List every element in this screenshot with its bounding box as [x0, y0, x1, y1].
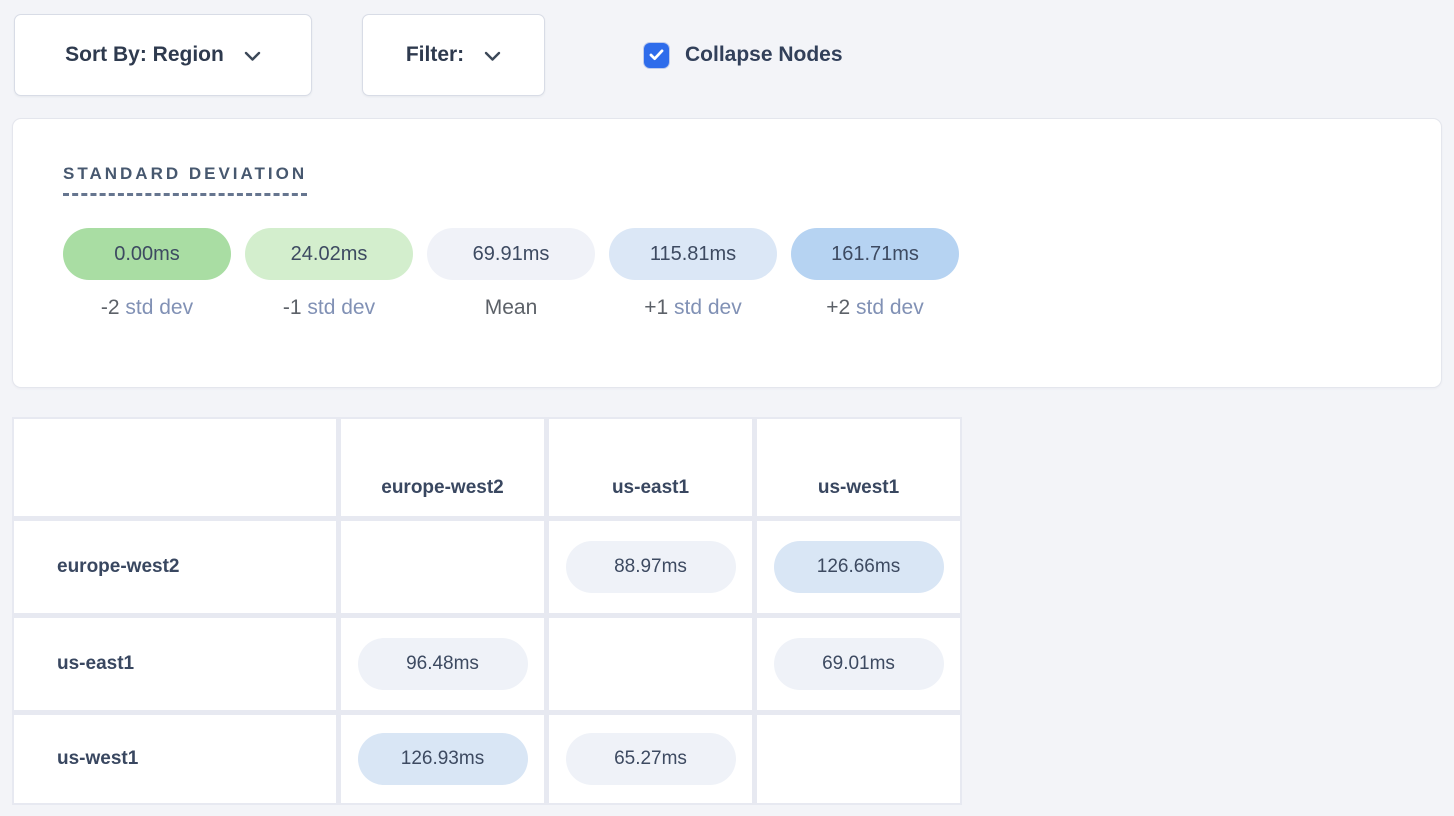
latency-matrix: europe-west2 us-east1 us-west1 europe-west2… [12, 417, 962, 805]
row-header: us-east1 [14, 618, 336, 710]
legend-pill: 0.00ms [63, 228, 231, 280]
matrix-corner-cell [14, 419, 336, 516]
matrix-cell: 65.27ms [549, 715, 752, 803]
matrix-cell [757, 715, 960, 803]
matrix-cell: 69.01ms [757, 618, 960, 710]
matrix-cell: 126.66ms [757, 521, 960, 613]
matrix-cell: 126.93ms [341, 715, 544, 803]
legend-label-prefix: Mean [484, 296, 538, 319]
legend-pill: 24.02ms [245, 228, 413, 280]
row-header: us-west1 [14, 715, 336, 803]
legend-label-row: -2 std dev -1 std dev Mean +1 std dev +2 std… [63, 296, 1441, 320]
matrix-cell [341, 521, 544, 613]
legend-pill-label: +2 std dev [791, 296, 959, 320]
legend-pill: 161.71ms [791, 228, 959, 280]
legend-label-prefix: -1 [282, 296, 302, 319]
latency-value-pill: 126.93ms [357, 733, 528, 785]
matrix-cell [549, 618, 752, 710]
legend-label-prefix: +1 [644, 296, 669, 319]
sort-by-label: Sort By: Region [65, 43, 224, 66]
legend-label-suffix: std dev [307, 296, 376, 319]
legend-label-prefix: +2 [826, 296, 851, 319]
latency-value-pill: 65.27ms [565, 733, 736, 785]
collapse-nodes-label: Collapse Nodes [685, 43, 843, 66]
matrix-cell: 96.48ms [341, 618, 544, 710]
standard-deviation-card: STANDARD DEVIATION 0.00ms 24.02ms 69.91ms 1… [12, 118, 1442, 388]
latency-value-pill: 88.97ms [565, 541, 736, 593]
legend-label-prefix: -2 [100, 296, 120, 319]
chevron-down-icon [244, 51, 261, 62]
latency-value-pill: 96.48ms [357, 638, 528, 690]
legend-pill: 115.81ms [609, 228, 777, 280]
legend-pill-label: +1 std dev [609, 296, 777, 320]
latency-value-pill: 126.66ms [773, 541, 944, 593]
filter-label: Filter: [405, 43, 465, 66]
legend-label-suffix: std dev [125, 296, 194, 319]
legend-pill-label: Mean [427, 296, 595, 320]
latency-value-pill: 69.01ms [773, 638, 944, 690]
chevron-down-icon [484, 51, 501, 62]
toolbar: Sort By: Region Filter: Collapse Nodes [0, 0, 1454, 96]
legend-pill-label: -2 std dev [63, 296, 231, 320]
legend-label-suffix: std dev [674, 296, 742, 319]
column-header: us-east1 [549, 419, 752, 516]
column-header: europe-west2 [341, 419, 544, 516]
row-header: europe-west2 [14, 521, 336, 613]
collapse-nodes-toggle[interactable]: Collapse Nodes [644, 14, 843, 96]
legend-pill: 69.91ms [427, 228, 595, 280]
checkmark-icon [649, 49, 664, 61]
sort-by-dropdown[interactable]: Sort By: Region [14, 14, 312, 96]
legend-label-suffix: std dev [856, 296, 924, 319]
legend-title: STANDARD DEVIATION [63, 164, 308, 196]
column-header: us-west1 [757, 419, 960, 516]
legend-pill-row: 0.00ms 24.02ms 69.91ms 115.81ms 161.71ms [63, 228, 1441, 280]
filter-dropdown[interactable]: Filter: [362, 14, 545, 96]
legend-pill-label: -1 std dev [245, 296, 413, 320]
matrix-cell: 88.97ms [549, 521, 752, 613]
collapse-nodes-checkbox[interactable] [644, 42, 669, 68]
